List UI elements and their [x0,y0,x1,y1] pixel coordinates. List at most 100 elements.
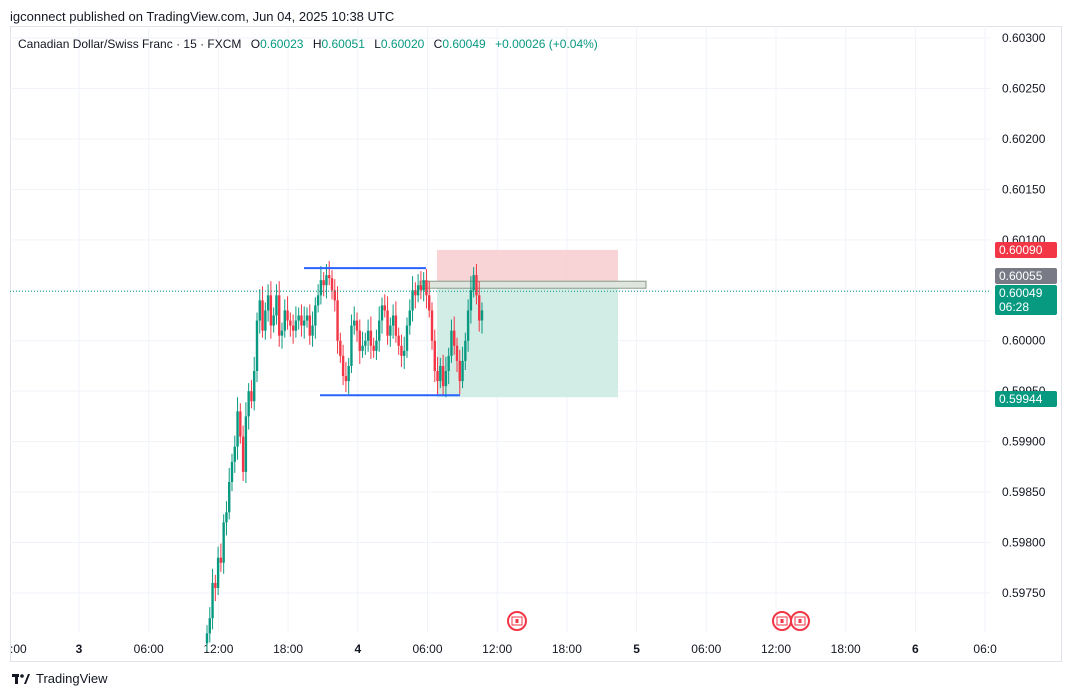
candle-body [289,320,292,326]
candle-body [244,416,248,472]
close-label: C [433,37,443,51]
symbol-title[interactable]: Canadian Dollar/Swiss Franc · 15 · FXCM [18,37,242,51]
low-label: L [374,37,381,51]
candle-body [422,280,425,291]
y-tick-label: 0.59900 [1002,435,1046,449]
candle-body [222,522,225,563]
candle-body [389,325,392,336]
canada-flag-leaf [780,619,784,623]
candle-body [325,275,328,286]
candle-body [455,345,459,361]
candle-body [400,345,403,356]
chart-frame [10,26,1062,662]
candle-body [447,355,450,371]
candle-body [478,295,481,321]
x-tick-label: 18:00 [831,642,861,656]
y-tick-label: 0.59850 [1002,485,1046,499]
candle-body [383,305,386,311]
candle-body [372,345,375,351]
candle-body [458,360,461,382]
candle-body [236,411,239,447]
x-tick-label: 18:00 [273,642,303,656]
candle-body [425,280,428,296]
y-tick-label: 0.59800 [1002,536,1046,550]
candle-body [353,320,356,326]
candle-body [394,315,398,336]
candle-body [258,300,261,321]
candle-body [391,315,395,326]
candle-body [303,320,306,326]
y-tick-label: 0.60300 [1002,31,1046,45]
candle-body [247,391,250,417]
x-tick-label: 06:00 [412,642,442,656]
candle-body [266,295,270,311]
candle-body [339,340,342,356]
candle-body [261,300,264,331]
candle-body [433,340,436,371]
brand-label: TradingView [36,671,108,686]
x-tick-label: 18:00 [552,642,582,656]
candle-body [328,275,331,279]
x-tick-label: 6 [912,642,919,656]
candle-body [428,295,431,311]
open-value: 0.60023 [260,37,304,51]
candle-body [333,290,336,301]
y-tick-label: 0.59750 [1002,586,1046,600]
candle-body [408,310,411,326]
candle-body [419,285,423,291]
candle-body [250,391,253,402]
candle-body [283,310,286,331]
y-tick-label: 0.60250 [1002,81,1046,95]
x-tick-label: 4 [354,642,361,656]
x-tick-label: 3 [76,642,83,656]
candle-body [269,295,273,326]
x-tick-label: 5 [633,642,640,656]
candle-body [475,275,478,296]
candle-body [441,365,445,387]
candle-body [450,330,453,356]
tradingview-brand[interactable]: TradingView [12,671,108,686]
candle-body [466,310,470,341]
candle-body [225,512,228,523]
candle-body [411,290,414,311]
candle-body [253,371,256,402]
candle-body [472,275,475,291]
candle-body [211,582,214,619]
candle-body [230,461,234,482]
symbol-legend: Canadian Dollar/Swiss Franc · 15 · FXCM … [18,37,598,51]
y-tick-label: 0.60000 [1002,334,1046,348]
change-value: +0.00026 (+0.04%) [495,37,598,51]
candle-body [208,618,211,634]
candle-body [464,340,467,361]
publisher-line: igconnect published on TradingView.com, … [10,9,395,24]
candle-body [314,305,317,326]
candle-body [280,330,284,336]
candle-body [366,330,370,341]
candle-body [347,365,350,382]
candle-body [364,340,367,346]
y-tick-label: 0.60200 [1002,132,1046,146]
stop-loss-zone [437,249,618,286]
candle-body [369,330,373,346]
low-value: 0.60020 [380,37,425,51]
high-value: 0.60051 [321,37,365,51]
candle-body [214,582,217,588]
tradingview-logo-icon [12,673,30,684]
candle-body [233,446,236,462]
candle-body [316,295,320,306]
x-tick-label: :00 [10,642,27,656]
candle-body [405,325,409,351]
candle-body [241,436,245,472]
entry-price-tag: 0.60055 [995,268,1057,284]
candle-body [239,411,242,437]
candle-body [264,310,267,331]
candle-body [469,290,473,311]
last-price-tag: 0.60049 06:28 [995,285,1057,315]
candle-body [430,310,434,341]
candle-body [350,325,353,366]
candle-body [397,335,400,346]
candle-body [461,360,464,382]
canada-flag-leaf [515,619,519,623]
target-price-tag: 0.59944 [995,391,1057,407]
